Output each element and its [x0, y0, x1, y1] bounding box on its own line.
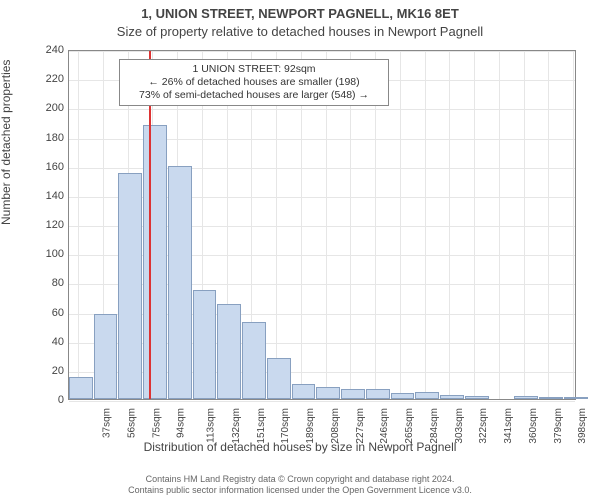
- y-tick-label: 80: [34, 277, 64, 289]
- y-tick-label: 160: [34, 161, 64, 173]
- y-tick-label: 180: [34, 132, 64, 144]
- x-tick-label: 113sqm: [205, 408, 216, 443]
- histogram-bar: [94, 314, 118, 399]
- histogram-bar: [168, 166, 192, 399]
- y-axis-label: Number of detached properties: [0, 60, 13, 225]
- x-tick-label: 379sqm: [553, 408, 564, 444]
- footer-line2: Contains public sector information licen…: [0, 485, 600, 496]
- x-tick-label: 227sqm: [355, 408, 366, 444]
- y-tick-label: 20: [34, 365, 64, 377]
- histogram-chart: 1, UNION STREET, NEWPORT PAGNELL, MK16 8…: [0, 0, 600, 500]
- annotation-line2: ← 26% of detached houses are smaller (19…: [126, 76, 382, 89]
- histogram-bar: [366, 389, 390, 399]
- annotation-box: 1 UNION STREET: 92sqm ← 26% of detached …: [119, 59, 389, 106]
- histogram-bar: [341, 389, 365, 399]
- histogram-bar: [316, 387, 340, 399]
- x-tick-label: 94sqm: [176, 408, 187, 438]
- y-tick-label: 60: [34, 307, 64, 319]
- y-tick-label: 40: [34, 336, 64, 348]
- histogram-bar: [391, 393, 415, 399]
- x-tick-label: 246sqm: [379, 408, 390, 444]
- x-tick-label: 151sqm: [256, 408, 267, 444]
- x-tick-label: 132sqm: [231, 408, 242, 444]
- annotation-line1: 1 UNION STREET: 92sqm: [126, 63, 382, 76]
- y-tick-label: 100: [34, 248, 64, 260]
- y-tick-label: 220: [34, 73, 64, 85]
- histogram-bar: [69, 377, 93, 399]
- histogram-bar: [292, 384, 316, 399]
- histogram-bar: [217, 304, 241, 399]
- histogram-bar: [465, 396, 489, 399]
- y-tick-label: 0: [34, 394, 64, 406]
- footer-line1: Contains HM Land Registry data © Crown c…: [0, 474, 600, 485]
- x-tick-label: 303sqm: [454, 408, 465, 444]
- plot-area: 1 UNION STREET: 92sqm ← 26% of detached …: [68, 50, 576, 400]
- x-tick-label: 189sqm: [305, 408, 316, 444]
- histogram-bar: [118, 173, 142, 399]
- annotation-line3: 73% of semi-detached houses are larger (…: [126, 89, 382, 102]
- histogram-bar: [539, 397, 563, 399]
- y-tick-label: 240: [34, 44, 64, 56]
- x-tick-label: 265sqm: [404, 408, 415, 444]
- histogram-bar: [267, 358, 291, 399]
- x-tick-label: 56sqm: [126, 408, 137, 438]
- x-tick-label: 208sqm: [330, 408, 341, 444]
- histogram-bar: [514, 396, 538, 399]
- y-tick-label: 120: [34, 219, 64, 231]
- x-tick-label: 37sqm: [102, 408, 113, 438]
- histogram-bar: [564, 397, 588, 399]
- footer-attribution: Contains HM Land Registry data © Crown c…: [0, 474, 600, 496]
- histogram-bar: [415, 392, 439, 399]
- histogram-bar: [440, 395, 464, 399]
- histogram-bar: [193, 290, 217, 399]
- histogram-bar: [242, 322, 266, 399]
- x-tick-label: 360sqm: [528, 408, 539, 444]
- x-tick-label: 284sqm: [429, 408, 440, 444]
- y-tick-label: 200: [34, 102, 64, 114]
- y-tick-label: 140: [34, 190, 64, 202]
- chart-title-line1: 1, UNION STREET, NEWPORT PAGNELL, MK16 8…: [0, 6, 600, 21]
- histogram-bar: [143, 125, 167, 399]
- x-tick-label: 170sqm: [280, 408, 291, 444]
- chart-title-line2: Size of property relative to detached ho…: [0, 24, 600, 39]
- x-tick-label: 322sqm: [478, 408, 489, 444]
- x-tick-label: 398sqm: [577, 408, 588, 444]
- x-tick-label: 75sqm: [151, 408, 162, 438]
- x-tick-label: 341sqm: [503, 408, 514, 444]
